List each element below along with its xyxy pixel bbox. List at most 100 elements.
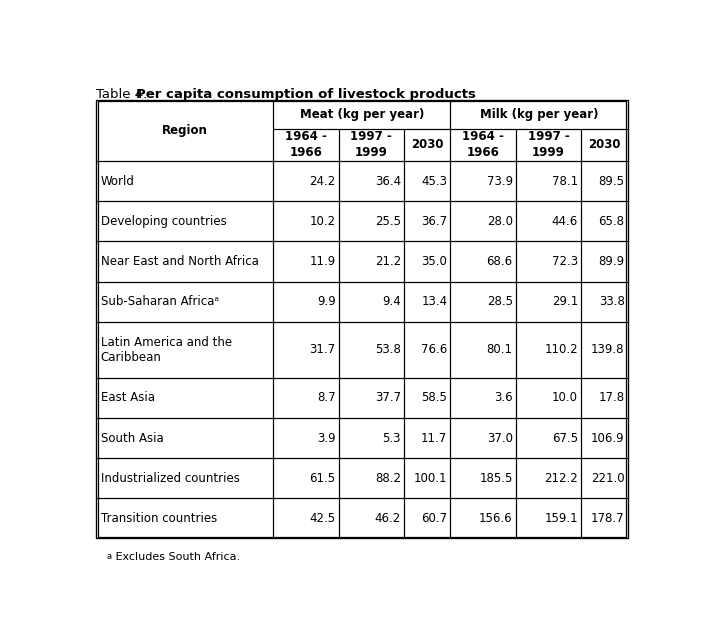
Text: 36.4: 36.4	[375, 175, 401, 188]
Text: Near East and North Africa: Near East and North Africa	[101, 255, 258, 268]
Text: 35.0: 35.0	[421, 255, 448, 268]
Text: 2030: 2030	[411, 138, 443, 152]
Bar	[339, 458, 404, 498]
Bar	[581, 161, 628, 201]
Text: 88.2: 88.2	[375, 472, 401, 485]
Text: 13.4: 13.4	[421, 295, 448, 308]
Bar	[581, 129, 628, 161]
Text: 73.9: 73.9	[486, 175, 513, 188]
Bar	[450, 458, 516, 498]
Bar	[97, 101, 626, 537]
Text: 28.0: 28.0	[486, 215, 513, 228]
Text: 1964 -
1966: 1964 - 1966	[285, 131, 327, 159]
Bar	[516, 161, 581, 201]
Text: Latin America and the
Caribbean: Latin America and the Caribbean	[101, 336, 232, 364]
Text: 60.7: 60.7	[421, 512, 448, 525]
Text: 21.2: 21.2	[375, 255, 401, 268]
Bar	[273, 418, 339, 458]
Text: Industrialized countries: Industrialized countries	[101, 472, 239, 485]
Text: 185.5: 185.5	[479, 472, 513, 485]
Bar	[404, 201, 450, 241]
Text: 17.8: 17.8	[599, 392, 625, 404]
Bar	[339, 378, 404, 418]
Bar	[96, 418, 273, 458]
Bar	[273, 282, 339, 322]
Text: 5.3: 5.3	[383, 432, 401, 445]
Bar	[96, 201, 273, 241]
Text: 2030: 2030	[588, 138, 621, 152]
Bar	[404, 378, 450, 418]
Bar	[404, 161, 450, 201]
Text: East Asia: East Asia	[101, 392, 155, 404]
Text: 31.7: 31.7	[309, 343, 335, 356]
Text: 72.3: 72.3	[552, 255, 578, 268]
Bar	[450, 322, 516, 378]
Text: 37.0: 37.0	[486, 432, 513, 445]
Bar	[96, 99, 628, 538]
Text: 78.1: 78.1	[552, 175, 578, 188]
Text: 106.9: 106.9	[591, 432, 625, 445]
Bar	[581, 322, 628, 378]
Text: 42.5: 42.5	[309, 512, 335, 525]
Text: Developing countries: Developing countries	[101, 215, 227, 228]
Text: Milk (kg per year): Milk (kg per year)	[480, 108, 598, 120]
Text: 80.1: 80.1	[486, 343, 513, 356]
Bar	[339, 282, 404, 322]
Bar	[404, 322, 450, 378]
Bar	[450, 378, 516, 418]
Bar	[450, 418, 516, 458]
Bar	[96, 458, 273, 498]
Text: 212.2: 212.2	[544, 472, 578, 485]
Text: 1964 -
1966: 1964 - 1966	[462, 131, 504, 159]
Text: 159.1: 159.1	[544, 512, 578, 525]
Text: 44.6: 44.6	[552, 215, 578, 228]
Text: 100.1: 100.1	[414, 472, 448, 485]
Text: 33.8: 33.8	[599, 295, 625, 308]
Text: 3.6: 3.6	[494, 392, 513, 404]
Text: 110.2: 110.2	[544, 343, 578, 356]
Bar	[450, 161, 516, 201]
Bar	[404, 129, 450, 161]
Bar	[581, 458, 628, 498]
Bar	[96, 241, 273, 282]
Bar	[581, 201, 628, 241]
Text: 37.7: 37.7	[375, 392, 401, 404]
Text: Excludes South Africa.: Excludes South Africa.	[112, 552, 241, 562]
Bar	[516, 201, 581, 241]
Text: 9.9: 9.9	[317, 295, 335, 308]
Bar	[273, 161, 339, 201]
Bar	[273, 129, 339, 161]
Bar	[339, 161, 404, 201]
Bar	[96, 161, 273, 201]
Bar	[96, 378, 273, 418]
Text: Table 4.: Table 4.	[96, 88, 152, 101]
Text: 3.9: 3.9	[317, 432, 335, 445]
Bar	[516, 241, 581, 282]
Bar	[273, 201, 339, 241]
Text: 1997 -
1999: 1997 - 1999	[527, 131, 569, 159]
Bar	[404, 498, 450, 538]
Text: 11.9: 11.9	[309, 255, 335, 268]
Text: a: a	[107, 552, 112, 561]
Bar	[450, 498, 516, 538]
Text: 24.2: 24.2	[309, 175, 335, 188]
Bar	[273, 378, 339, 418]
Text: Meat (kg per year): Meat (kg per year)	[299, 108, 424, 120]
Bar	[581, 378, 628, 418]
Bar	[339, 498, 404, 538]
Bar	[339, 418, 404, 458]
Text: 89.9: 89.9	[599, 255, 625, 268]
Text: 46.2: 46.2	[375, 512, 401, 525]
Text: 25.5: 25.5	[375, 215, 401, 228]
Bar	[581, 241, 628, 282]
Bar	[404, 418, 450, 458]
Bar	[450, 282, 516, 322]
Bar	[581, 418, 628, 458]
Text: 89.5: 89.5	[599, 175, 625, 188]
Text: 58.5: 58.5	[421, 392, 448, 404]
Text: 10.2: 10.2	[309, 215, 335, 228]
Text: Per capita consumption of livestock products: Per capita consumption of livestock prod…	[136, 88, 476, 101]
Text: 28.5: 28.5	[486, 295, 513, 308]
Bar	[339, 129, 404, 161]
Text: Sub-Saharan Africaᵃ: Sub-Saharan Africaᵃ	[101, 295, 219, 308]
